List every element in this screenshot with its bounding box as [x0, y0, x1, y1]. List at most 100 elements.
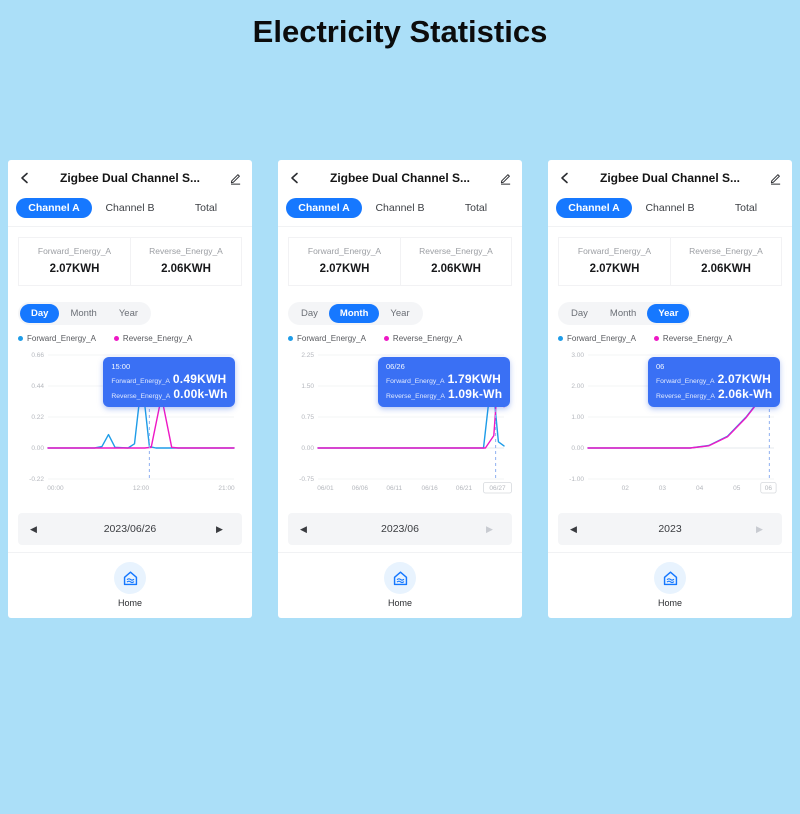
period-selector: Day Month Year [558, 302, 782, 325]
tooltip-row-reverse: Reverse_Energy_A 2.06k-Wh [656, 387, 772, 401]
home-label: Home [117, 598, 142, 608]
chart-tooltip: 15:00 Forward_Energy_A 0.49KWH Reverse_E… [103, 357, 236, 407]
energy-chart[interactable]: 0.66 0.44 0.22 0.00 -0.22 00:00 12:00 21:00 15:… [18, 345, 242, 507]
x-tick-label: 00:00 [47, 485, 64, 492]
edit-icon[interactable] [496, 172, 512, 185]
x-tick-label: 06/27 [489, 485, 506, 492]
forward-energy-label: Forward_Energy_A [307, 246, 382, 256]
home-icon [663, 570, 677, 585]
home-label: Home [657, 598, 682, 608]
period-selector: Day Month Year [288, 302, 512, 325]
period-month[interactable]: Month [70, 308, 97, 319]
tab-total[interactable]: Total [734, 202, 758, 214]
x-tick-label: 03 [659, 485, 667, 492]
energy-stats: Forward_Energy_A 2.07KWH Reverse_Energy_… [18, 237, 242, 286]
x-tick-label: 05 [733, 485, 741, 492]
chart-legend: Forward_Energy_A Reverse_Energy_A [558, 334, 782, 343]
back-icon[interactable] [18, 171, 34, 185]
channel-tabs: Channel A Channel B Total [8, 196, 252, 227]
tooltip-forward-label: Forward_Energy_A [656, 378, 715, 385]
device-title: Zigbee Dual Channel S... [59, 171, 201, 185]
tab-channel-b[interactable]: Channel B [105, 202, 155, 214]
period-day[interactable]: Day [20, 304, 60, 323]
forward-energy-label: Forward_Energy_A [577, 246, 652, 256]
next-date-button[interactable]: ▶ [216, 523, 223, 534]
period-year[interactable]: Year [390, 308, 410, 319]
phone-card: Zigbee Dual Channel S... Channel A Chann… [8, 160, 252, 618]
y-tick-label: 0.00 [301, 445, 314, 452]
legend-forward: Forward_Energy_A [18, 334, 96, 343]
period-month[interactable]: Month [328, 304, 380, 323]
legend-dot-reverse [113, 336, 119, 341]
edit-icon[interactable] [226, 172, 242, 185]
tab-channel-a[interactable]: Channel A [16, 198, 92, 218]
home-icon [123, 570, 137, 585]
forward-energy-stat: Forward_Energy_A 2.07KWH [289, 238, 400, 285]
legend-reverse-label: Reverse_Energy_A [662, 334, 733, 343]
chart-tooltip: 06/26 Forward_Energy_A 1.79KWH Reverse_E… [378, 357, 510, 407]
period-day[interactable]: Day [571, 308, 588, 319]
phone-card: Zigbee Dual Channel S... Channel A Chann… [548, 160, 792, 618]
legend-reverse-label: Reverse_Energy_A [122, 334, 193, 343]
legend-dot-forward [288, 336, 293, 341]
x-tick-label: 21:00 [218, 485, 235, 492]
energy-chart[interactable]: 3.00 2.00 1.00 0.00 -1.00 02 03 04 05 06 06 Forwa… [558, 345, 782, 507]
reverse-energy-value: 2.06KWH [161, 263, 211, 275]
tooltip-reverse-label: Reverse_Energy_A [656, 393, 715, 400]
y-tick-label: 1.50 [301, 383, 314, 390]
home-button[interactable] [114, 562, 146, 594]
current-date: 2023 [658, 523, 682, 535]
next-date-button[interactable]: ▶ [486, 523, 493, 534]
period-selector: Day Month Year [18, 302, 242, 325]
period-month[interactable]: Month [609, 308, 637, 319]
legend-forward: Forward_Energy_A [558, 334, 636, 343]
tab-channel-a[interactable]: Channel A [286, 198, 362, 218]
y-tick-label: 0.44 [31, 383, 44, 390]
channel-tabs: Channel A Channel B Total [278, 196, 522, 227]
tab-channel-b[interactable]: Channel B [645, 202, 695, 214]
tab-total[interactable]: Total [464, 202, 488, 214]
reverse-energy-label: Reverse_Energy_A [149, 246, 223, 256]
tooltip-row-forward: Forward_Energy_A 0.49KWH [111, 372, 227, 386]
prev-date-button[interactable]: ◀ [300, 523, 307, 534]
x-tick-label: 06/01 [317, 485, 334, 492]
tooltip-row-forward: Forward_Energy_A 2.07KWH [656, 372, 772, 386]
y-tick-label: 2.25 [301, 352, 314, 359]
home-button[interactable] [654, 562, 686, 594]
period-year[interactable]: Year [647, 304, 690, 323]
forward-energy-value: 2.07KWH [319, 263, 370, 275]
phone-card: Zigbee Dual Channel S... Channel A Chann… [278, 160, 522, 618]
forward-energy-label: Forward_Energy_A [37, 246, 112, 256]
energy-chart[interactable]: 2.25 1.50 0.75 0.00 -0.75 06/01 06/06 06/11 06/1… [288, 345, 512, 507]
back-icon[interactable] [558, 171, 574, 185]
x-tick-label: 04 [696, 485, 704, 492]
back-icon[interactable] [288, 171, 304, 185]
x-tick-label: 12:00 [133, 485, 150, 492]
prev-date-button[interactable]: ◀ [30, 523, 37, 534]
energy-stats: Forward_Energy_A 2.07KWH Reverse_Energy_… [288, 237, 512, 286]
legend-reverse-label: Reverse_Energy_A [392, 334, 463, 343]
chart-tooltip: 06 Forward_Energy_A 2.07KWH Reverse_Ener… [648, 357, 780, 407]
next-date-button[interactable]: ▶ [756, 523, 763, 534]
tooltip-row-reverse: Reverse_Energy_A 1.09k-Wh [386, 387, 502, 401]
edit-icon[interactable] [766, 172, 782, 185]
bottom-bar: Home [548, 552, 792, 618]
chart-legend: Forward_Energy_A Reverse_Energy_A [288, 334, 512, 343]
app-header: Zigbee Dual Channel S... [8, 160, 252, 196]
device-title: Zigbee Dual Channel S... [599, 171, 741, 185]
tooltip-time: 06 [656, 362, 665, 371]
y-tick-label: 0.00 [31, 445, 44, 452]
tooltip-reverse-label: Reverse_Energy_A [111, 393, 171, 400]
app-header: Zigbee Dual Channel S... [278, 160, 522, 196]
tab-channel-a[interactable]: Channel A [556, 198, 632, 218]
date-navigator: ◀ 2023/06/26 ▶ [18, 513, 242, 545]
tab-channel-b[interactable]: Channel B [375, 202, 425, 214]
forward-energy-stat: Forward_Energy_A 2.07KWH [559, 238, 670, 285]
home-button[interactable] [384, 562, 416, 594]
bottom-bar: Home [8, 552, 252, 618]
tab-total[interactable]: Total [194, 202, 218, 214]
period-day[interactable]: Day [301, 308, 318, 319]
prev-date-button[interactable]: ◀ [570, 523, 577, 534]
period-year[interactable]: Year [118, 308, 139, 319]
home-label: Home [387, 598, 412, 608]
